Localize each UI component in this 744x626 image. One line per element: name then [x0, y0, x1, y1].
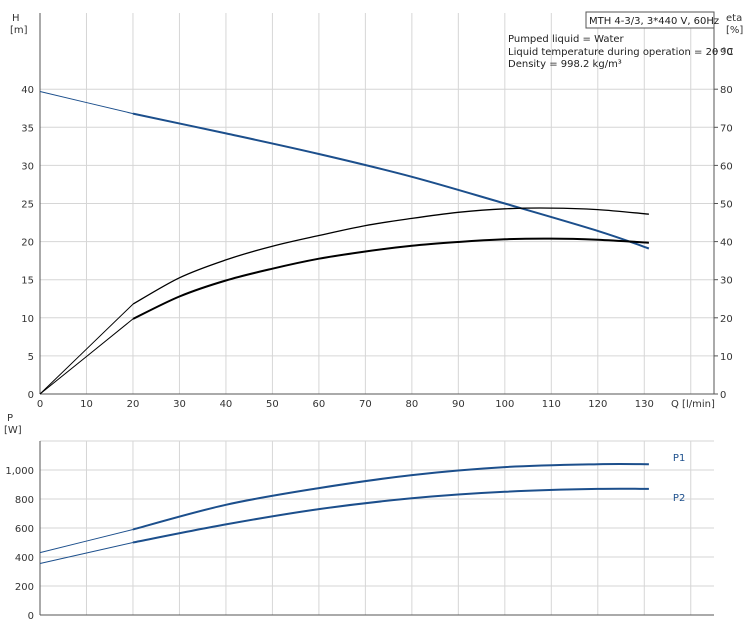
y-tick-label-left: 5 — [28, 352, 34, 363]
y-tick-label-left: 40 — [21, 85, 34, 96]
y-tick-label-right: 50 — [720, 200, 733, 211]
y-tick-label-right: 60 — [720, 161, 733, 172]
y-tick-label-right: 10 — [720, 352, 733, 363]
power-panel-grid — [40, 440, 714, 615]
header-box: MTH 4-3/3, 3*440 V, 60Hz Pumped liquid =… — [508, 11, 733, 70]
power-p1-curve-extension — [39, 529, 134, 554]
head-panel-grid — [40, 13, 714, 394]
y-axis-label-h: H — [12, 13, 20, 24]
x-tick-label: 0 — [37, 399, 43, 410]
y-tick-label-right: 0 — [720, 390, 726, 401]
y-tick-label-right: 70 — [720, 123, 733, 134]
x-tick-label: 80 — [405, 399, 418, 410]
head-curve-extension — [39, 91, 134, 115]
y-tick-label-right: 40 — [720, 238, 733, 249]
model-label: MTH 4-3/3, 3*440 V, 60Hz — [589, 16, 719, 27]
y-tick-label-left: 25 — [21, 200, 34, 211]
x-tick-label: 50 — [266, 399, 279, 410]
power-p1-curve — [132, 462, 649, 531]
y-axis-label-eta: eta — [726, 13, 742, 24]
power-p2-curve-extension — [39, 542, 134, 564]
head-curve — [132, 112, 650, 250]
y-tick-label-left: 20 — [21, 238, 34, 249]
x-tick-label: 20 — [127, 399, 140, 410]
model-box-frame — [585, 11, 715, 29]
series-label-p2: P2 — [673, 493, 685, 504]
x-tick-label: 130 — [635, 399, 654, 410]
y-tick-label-left: 35 — [21, 123, 34, 134]
x-tick-label: 10 — [80, 399, 93, 410]
efficiency-lower-curve-extension — [39, 318, 134, 395]
x-tick-label: 70 — [359, 399, 372, 410]
axes — [39, 13, 718, 616]
y-tick-label-power: 400 — [15, 553, 34, 564]
efficiency-upper-curve — [132, 207, 649, 305]
liquid-label: Pumped liquid = Water — [508, 34, 625, 45]
curves: P1 P2 — [39, 91, 685, 564]
x-tick-label: 100 — [495, 399, 514, 410]
x-tick-label: 60 — [313, 399, 326, 410]
x-tick-label: 120 — [588, 399, 607, 410]
x-tick-label: 90 — [452, 399, 465, 410]
density-label: Density = 998.2 kg/m³ — [508, 59, 622, 70]
y-tick-label-left: 15 — [21, 276, 34, 287]
x-tick-label: 110 — [542, 399, 561, 410]
y-tick-label-left: 30 — [21, 161, 34, 172]
y-axis-label-eta-unit: [%] — [726, 25, 743, 36]
y-tick-label-left: 10 — [21, 314, 34, 325]
temperature-label: Liquid temperature during operation = 20… — [508, 47, 733, 58]
tick-labels: 0 10 20 30 40 50 60 70 80 90 100 110 120 130051015202… — [5, 47, 732, 622]
y-tick-label-right: 80 — [720, 85, 733, 96]
y-tick-label-power: 1,000 — [5, 466, 34, 477]
x-axis-label-q: Q [l/min] — [671, 399, 715, 410]
y-tick-label-power: 0 — [28, 611, 34, 622]
y-tick-label-power: 600 — [15, 524, 34, 535]
y-tick-label-power: 800 — [15, 495, 34, 506]
x-tick-label: 30 — [173, 399, 186, 410]
y-axis-label-p-unit: [W] — [4, 425, 22, 436]
y-tick-label-right: 90 — [720, 47, 733, 58]
y-tick-label-power: 200 — [15, 582, 34, 593]
efficiency-lower-curve — [132, 237, 649, 320]
efficiency-upper-curve-extension — [39, 303, 134, 395]
y-tick-label-right: 30 — [720, 276, 733, 287]
y-tick-label-left: 0 — [28, 390, 34, 401]
y-tick-label-right: 20 — [720, 314, 733, 325]
power-p2-curve — [132, 487, 649, 544]
series-label-p1: P1 — [673, 453, 685, 464]
y-axis-label-h-unit: [m] — [10, 25, 28, 36]
y-axis-label-p: P — [7, 413, 13, 424]
x-tick-label: 40 — [220, 399, 233, 410]
